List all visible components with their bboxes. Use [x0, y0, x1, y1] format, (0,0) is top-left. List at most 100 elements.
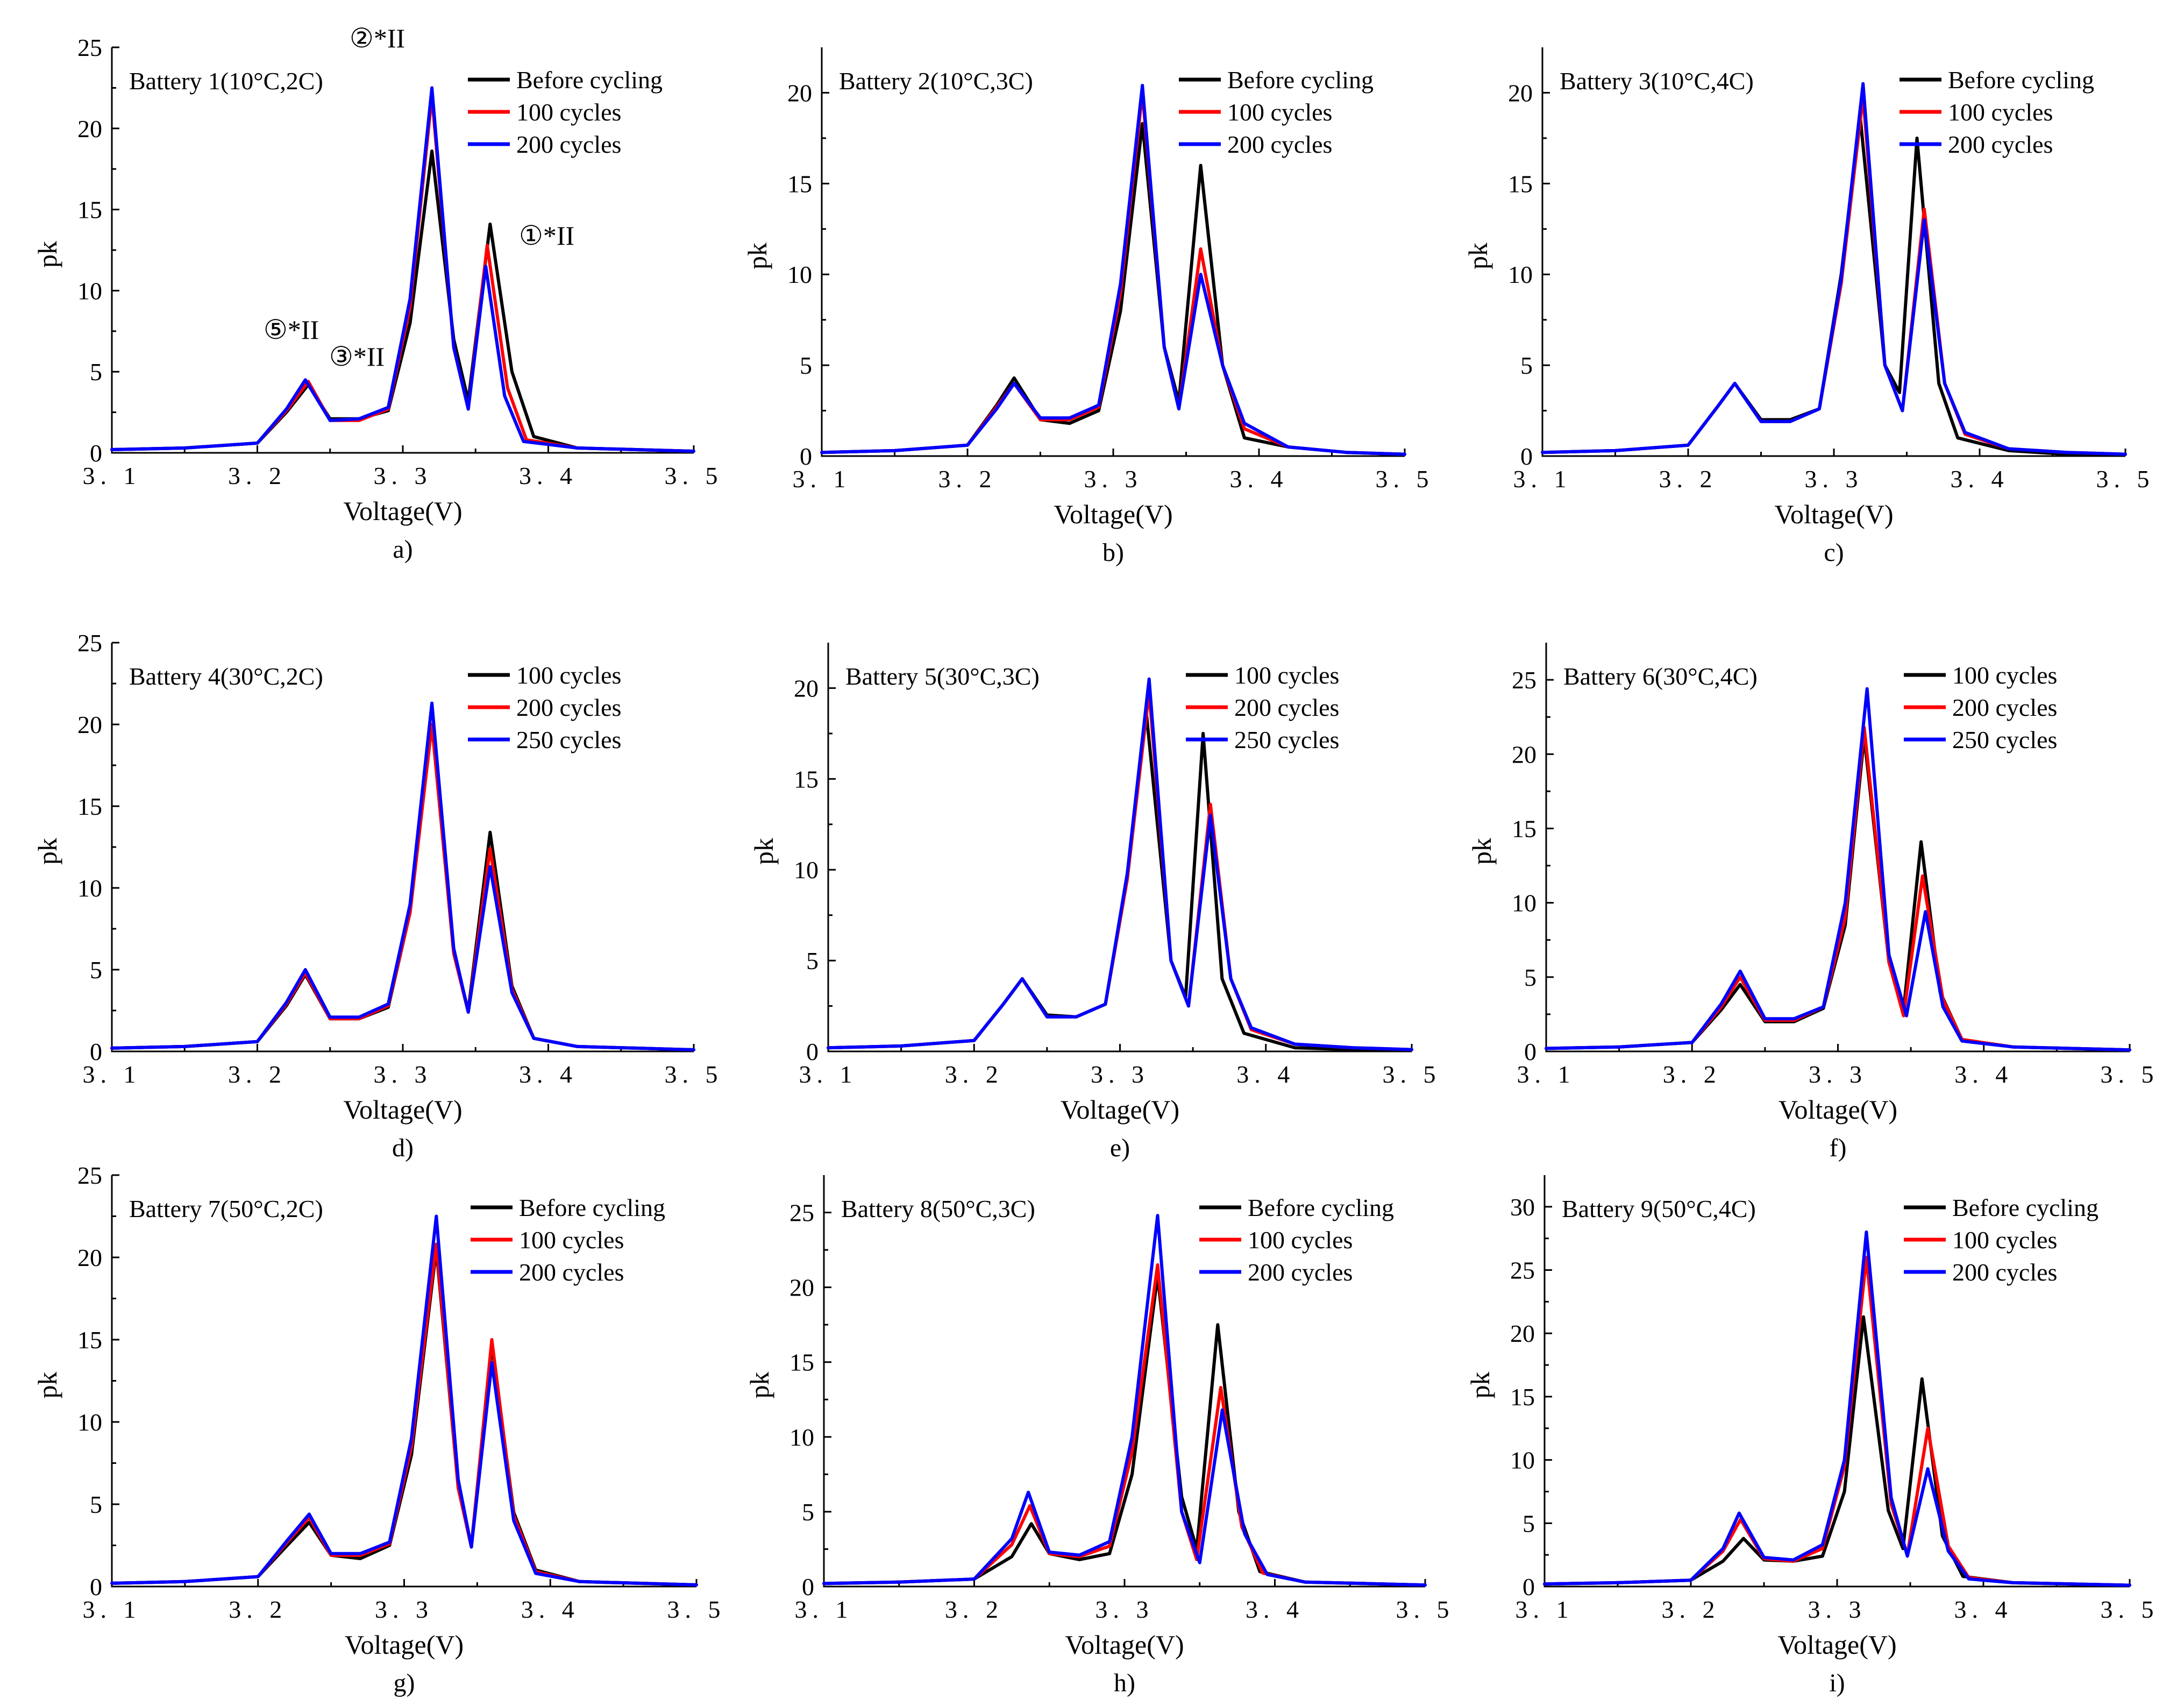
- series-line-2: [1543, 1256, 2131, 1587]
- series-line-3: [1543, 1230, 2131, 1587]
- x-tick-label: 3. 5: [2096, 465, 2155, 493]
- subplot-label: h): [1114, 1669, 1135, 1697]
- y-tick-label: 25: [77, 34, 102, 61]
- x-tick-label: 3. 4: [1954, 1061, 2013, 1088]
- x-tick-label: 3. 5: [1383, 1061, 1441, 1088]
- y-axis-title: pk: [32, 1372, 62, 1399]
- x-axis-title: Voltage(V): [343, 1094, 462, 1125]
- x-tick-label: 3. 5: [665, 462, 723, 489]
- x-tick-label: 3. 2: [228, 462, 287, 489]
- y-tick-label: 30: [1510, 1193, 1535, 1221]
- legend-entry: 100 cycles: [1234, 661, 1339, 689]
- x-tick-label: 3. 5: [665, 1061, 723, 1088]
- legend-entry: 100 cycles: [516, 661, 621, 689]
- panel-1: 3. 1 3. 2 3. 3 3. 4 3. 5 0 5 10 15 20 25 Voltage(V)…: [32, 23, 723, 564]
- y-tick-label: 5: [90, 358, 102, 386]
- x-tick-label: 3. 2: [1663, 1061, 1721, 1088]
- x-axis-title: Voltage(V): [1065, 1630, 1184, 1660]
- subplot-label: g): [394, 1669, 415, 1697]
- y-tick-label: 20: [77, 115, 102, 143]
- x-axis-title: Voltage(V): [1778, 1094, 1897, 1125]
- y-tick-label: 25: [1510, 1257, 1535, 1284]
- peak-annotation: ③*II: [329, 342, 385, 372]
- y-tick-label: 10: [77, 277, 102, 304]
- y-axis-title: pk: [1465, 1372, 1495, 1399]
- series-line-3: [1541, 82, 2127, 456]
- x-tick-label: 3. 1: [799, 1061, 858, 1088]
- x-axis-title: Voltage(V): [1777, 1630, 1896, 1660]
- series-line-1: [110, 1247, 698, 1587]
- subplot-label: a): [393, 535, 412, 564]
- y-axis-title: pk: [749, 838, 779, 865]
- y-tick-label: 15: [794, 765, 819, 793]
- y-tick-label: 25: [1512, 666, 1536, 694]
- legend-entry: 100 cycles: [1952, 1226, 2057, 1254]
- x-tick-label: 3. 2: [229, 1596, 287, 1623]
- x-tick-label: 3. 1: [83, 462, 141, 489]
- legend-entry: 200 cycles: [1952, 694, 2057, 721]
- y-tick-label: 25: [77, 1162, 102, 1189]
- x-tick-label: 3. 4: [1951, 465, 2009, 493]
- y-tick-label: 0: [90, 1573, 102, 1601]
- series-line-1: [1541, 115, 2127, 456]
- x-tick-label: 3. 3: [375, 1596, 433, 1623]
- y-tick-label: 20: [77, 711, 102, 738]
- subplot-label: e): [1110, 1134, 1130, 1162]
- legend-entry: 100 cycles: [519, 1226, 624, 1254]
- y-tick-label: 5: [800, 352, 812, 379]
- x-tick-label: 3. 3: [374, 1061, 432, 1088]
- legend-entry: 250 cycles: [1952, 726, 2057, 753]
- legend-entry: Before cycling: [1952, 1194, 2098, 1221]
- y-tick-label: 15: [1508, 170, 1533, 197]
- x-tick-label: 3. 3: [1095, 1596, 1154, 1623]
- y-axis-title: pk: [742, 243, 772, 269]
- legend-entry: 200 cycles: [1227, 131, 1332, 158]
- series-line-2: [110, 1242, 698, 1587]
- legend-entry: 200 cycles: [519, 1258, 624, 1286]
- x-tick-label: 3. 3: [1091, 1061, 1149, 1088]
- peak-annotation: ②*II: [350, 23, 405, 53]
- y-tick-label: 0: [1524, 1038, 1536, 1065]
- legend-entry: 100 cycles: [1952, 661, 2057, 689]
- panel-6: 3. 1 3. 2 3. 3 3. 4 3. 5 0 5 10 15 20 25 Voltage(V)…: [1467, 643, 2154, 1162]
- x-axis-title: Voltage(V): [345, 1630, 464, 1660]
- legend-entry: 250 cycles: [516, 726, 621, 753]
- y-tick-label: 25: [789, 1199, 814, 1227]
- x-tick-label: 3. 5: [2101, 1596, 2159, 1623]
- panel-2: 3. 1 3. 2 3. 3 3. 4 3. 5 0 5 10 15 20 Voltage(V) pk…: [742, 47, 1429, 567]
- y-tick-label: 5: [806, 947, 819, 975]
- y-tick-label: 15: [77, 196, 102, 224]
- panel-8: 3. 1 3. 2 3. 3 3. 4 3. 5 0 5 10 15 20 25 Voltage(V)…: [744, 1175, 1449, 1697]
- legend-entry: Before cycling: [1248, 1194, 1394, 1221]
- y-tick-label: 20: [1510, 1320, 1535, 1347]
- x-axis-title: Voltage(V): [1054, 499, 1172, 529]
- x-tick-label: 3. 4: [519, 1061, 578, 1088]
- x-tick-label: 3. 4: [521, 1596, 580, 1623]
- x-tick-label: 3. 4: [519, 462, 578, 489]
- y-tick-label: 5: [802, 1498, 814, 1526]
- y-tick-label: 20: [794, 674, 819, 702]
- legend-entry: 200 cycles: [516, 131, 621, 158]
- legend-entry: Before cycling: [1948, 66, 2094, 94]
- x-tick-label: 3. 3: [374, 462, 432, 489]
- series-line-2: [1545, 725, 2131, 1052]
- y-tick-label: 20: [787, 79, 812, 106]
- y-tick-label: 10: [794, 856, 819, 884]
- panel-4: 3. 1 3. 2 3. 3 3. 4 3. 5 0 5 10 15 20 25 Voltage(V)…: [32, 629, 723, 1162]
- series-line-2: [822, 1263, 1427, 1587]
- series-line-3: [827, 677, 1413, 1051]
- panel-title: Battery 5(30°C,3C): [845, 663, 1040, 690]
- x-tick-label: 3. 3: [1805, 465, 1863, 493]
- x-axis-title: Voltage(V): [1774, 499, 1893, 529]
- x-tick-label: 3. 2: [938, 465, 997, 493]
- series-line-3: [1545, 687, 2131, 1052]
- legend-entry: 200 cycles: [1248, 1258, 1353, 1286]
- peak-annotation: ⑤*II: [264, 315, 319, 345]
- y-tick-label: 10: [789, 1424, 814, 1451]
- series-line-1: [110, 723, 695, 1051]
- series-line-1: [1545, 735, 2131, 1052]
- x-tick-label: 3. 1: [1517, 1061, 1576, 1088]
- x-axis-title: Voltage(V): [1061, 1094, 1179, 1125]
- y-tick-label: 20: [1512, 741, 1536, 768]
